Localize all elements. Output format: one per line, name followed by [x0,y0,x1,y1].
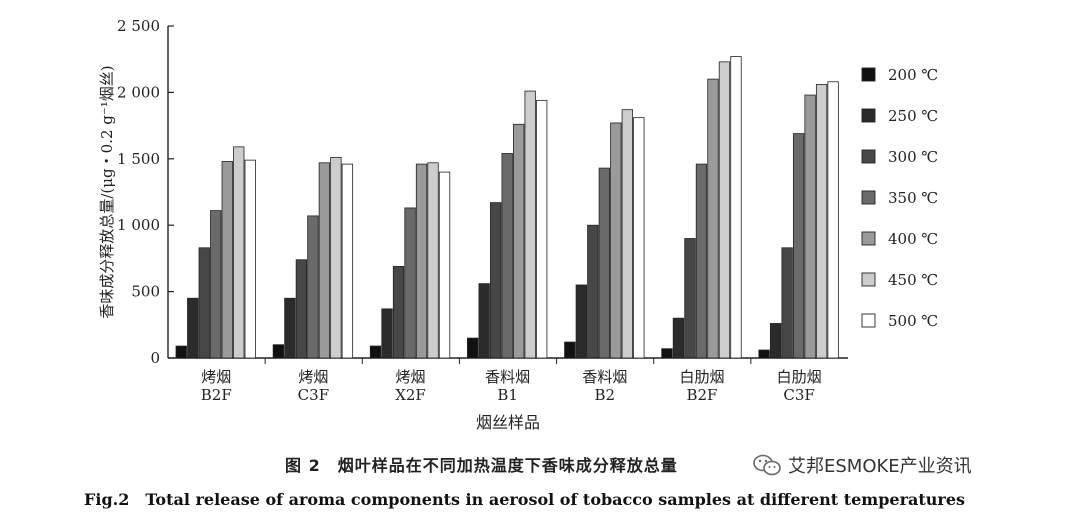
bar [815,84,828,359]
bar [233,146,245,359]
legend-label: 350 ℃ [888,189,938,207]
bar [827,81,839,359]
y-tick-label: 500 [131,283,160,301]
x-tick-label: 白肋烟 [679,368,724,386]
y-tick-label: 2 000 [117,83,160,101]
bar [575,284,587,359]
legend-label: 500 ℃ [888,312,938,330]
chart-bars [175,56,839,359]
bar [501,153,513,359]
y-tick-label: 1 500 [117,150,160,168]
bar [781,247,793,359]
bar [330,157,342,359]
bar [272,344,285,359]
x-tick-label: B2F [201,386,232,404]
x-tick-label: B1 [497,386,518,404]
y-tick-label: 0 [150,349,160,367]
x-tick-label: C3F [298,386,329,404]
bar [536,99,548,359]
legend-swatch [861,108,876,123]
figure-caption-english: Fig.2 Total release of aroma components … [84,490,966,509]
bar [672,317,685,359]
y-axis-ticks: 0 500 1 000 1 500 2 000 2 500 [117,17,174,367]
bar [415,163,428,359]
bar [769,323,782,359]
bar [307,215,319,359]
bar [404,207,416,359]
bar [438,171,451,359]
legend-swatch [861,67,876,82]
bar [610,122,622,359]
figure-caption-chinese: 图 2 烟叶样品在不同加热温度下香味成分释放总量 [285,456,678,475]
x-tick-label: 烤烟 [201,368,231,386]
y-tick-label: 1 000 [117,216,160,234]
watermark-text: 艾邦ESMOKE产业资讯 [788,456,972,477]
x-tick-label: 白肋烟 [777,368,822,386]
x-tick-label: 烤烟 [396,368,426,386]
x-tick-label: 烤烟 [298,368,328,386]
bar [221,161,233,359]
bar [318,162,331,359]
bar [564,341,576,359]
legend-label: 200 ℃ [888,66,938,84]
bar [198,247,210,359]
bar [707,78,719,359]
x-tick-label: B2F [686,386,717,404]
y-tick-label: 2 500 [117,17,160,35]
bar [730,56,742,359]
bar [718,61,731,359]
bar [621,109,633,359]
legend-swatch [861,190,876,205]
bar [284,297,296,359]
bar [524,90,536,359]
bar [381,308,393,359]
bar [598,167,610,359]
x-axis-label: 烟丝样品 [476,413,540,432]
bar [210,210,222,359]
bar [792,133,805,359]
legend-swatch [861,313,876,328]
bar [244,159,256,359]
bar [392,265,405,359]
x-tick-label: 香料烟 [582,368,627,386]
legend-swatch [861,149,876,164]
y-axis-label: 香味成分释放总量/(μg・0.2 g⁻¹烟丝) [98,65,116,318]
bar [467,337,479,359]
bar [587,224,599,359]
x-tick-label: 香料烟 [485,368,530,386]
bar [478,283,490,359]
x-tick-label: X2F [395,386,426,404]
bar [661,348,673,359]
legend-swatch [861,231,876,246]
bar [341,163,354,359]
bar [513,123,525,359]
bar [695,163,708,359]
chart-legend: 200 ℃ 250 ℃ 300 ℃ 350 ℃ 400 ℃ 450 ℃ 500 ℃ [861,66,938,330]
bar [758,349,770,359]
legend-label: 250 ℃ [888,107,938,125]
wechat-icon [753,454,781,476]
bar [633,117,645,359]
x-tick-label: C3F [783,386,814,404]
legend-label: 300 ℃ [888,148,938,166]
bar [187,297,199,359]
bar [490,202,502,359]
watermark: 艾邦ESMOKE产业资讯 [752,452,972,478]
bar [175,345,187,359]
bar [427,162,439,359]
bar [804,94,816,359]
legend-label: 450 ℃ [888,271,938,289]
legend-swatch [861,272,876,287]
bar [295,259,308,359]
x-tick-label: B2 [595,386,616,404]
bar [369,345,382,359]
bar [684,238,696,359]
legend-label: 400 ℃ [888,230,938,248]
